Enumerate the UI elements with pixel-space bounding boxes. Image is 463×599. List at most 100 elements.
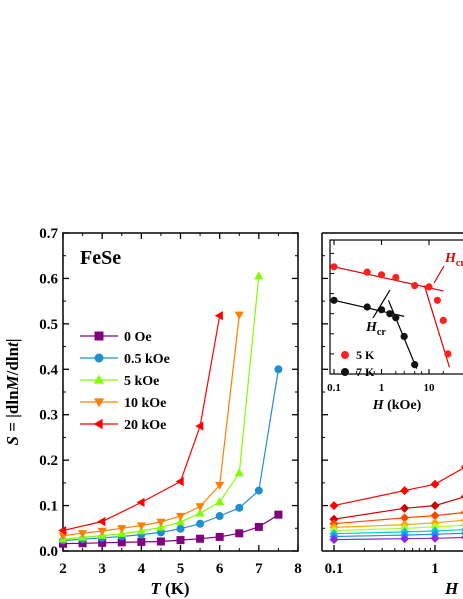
data-point: [460, 464, 463, 470]
data-point: [195, 503, 205, 512]
left-x-tick-label: 8: [294, 561, 302, 577]
data-point: [460, 510, 463, 515]
data-point: [136, 522, 146, 531]
legend-label: 20 kOe: [124, 418, 166, 433]
series-line: [62, 369, 279, 542]
inset-data-point: [400, 332, 408, 341]
data-point: [137, 537, 146, 546]
inset-hcr-red-arrow: [433, 265, 445, 284]
right-x-axis-label: H: [444, 579, 459, 598]
inset-legend: 5 K7 K: [341, 348, 375, 379]
legend-label: 0.5 kOe: [124, 352, 170, 367]
left-x-tick-label: 2: [59, 561, 67, 577]
left-x-tick-label: 5: [177, 561, 185, 577]
legend-label: 10 kOe: [124, 396, 166, 411]
series-line: [333, 524, 463, 532]
sample-label: FeSe: [80, 247, 121, 269]
data-point: [400, 534, 410, 544]
data-point: [430, 533, 440, 543]
inset-hcr-black-arrow: [372, 289, 391, 319]
data-point: [400, 513, 410, 523]
inset-x-tick-label: 0.1: [327, 382, 341, 394]
inset-frame: [329, 239, 463, 375]
legend-marker: [93, 374, 105, 384]
data-point: [329, 514, 339, 524]
left-y-tick-label: 0.2: [39, 453, 58, 469]
inset-data-point: [444, 350, 452, 358]
right-x-tick-label: 1: [431, 561, 439, 577]
legend-marker: [94, 331, 104, 341]
left-y-tick-label: 0.1: [39, 499, 58, 515]
data-point: [460, 535, 463, 540]
series-line: [333, 536, 463, 541]
left-x-tick-label: 4: [138, 561, 146, 577]
series-line: [333, 519, 463, 528]
inset-plot: 0.1 1 10 5 K7 K H (kOe) Hcr Hcr: [327, 239, 463, 413]
left-y-axis-label: S = |dlnM/dlnt|: [3, 338, 22, 445]
data-point: [175, 517, 186, 526]
inset-legend-label: 5 K: [356, 348, 375, 362]
data-point: [215, 512, 224, 521]
data-point: [156, 537, 165, 546]
data-point: [215, 532, 224, 541]
data-point: [254, 271, 264, 280]
inset-data-point: [392, 273, 400, 282]
right-series: [329, 464, 463, 545]
right-x-tick-label: 0.1: [325, 561, 344, 577]
left-plot-frame: [62, 232, 299, 552]
legend-label: 5 kOe: [124, 374, 159, 389]
left-y-tick-label: 0.5: [39, 317, 58, 333]
inset-data-point: [377, 271, 386, 279]
data-point: [460, 523, 463, 528]
left-x-tick-label: 7: [255, 561, 263, 577]
series-line: [62, 314, 240, 537]
data-point: [329, 535, 339, 545]
data-point: [176, 524, 185, 533]
left-y-tick-label: 0.6: [39, 271, 58, 287]
series-line: [333, 467, 463, 507]
data-point: [460, 531, 463, 536]
data-point: [234, 468, 244, 477]
inset-axes: 0.1 1 10: [327, 240, 444, 394]
inset-data-point: [425, 283, 433, 291]
data-point: [196, 534, 205, 543]
data-point: [156, 518, 166, 527]
series-line: [333, 532, 463, 538]
data-point: [254, 486, 263, 495]
legend-marker: [93, 398, 105, 408]
data-point: [460, 494, 463, 499]
left-panel: 2 3 4 5 6 7 8 0.0 0.1 0.2 0.3 0.4 0.5 0.6 0.7 FeSe 0 O…: [3, 226, 302, 598]
inset-data-point: [363, 303, 371, 311]
inset-data-point: [330, 296, 338, 304]
data-point: [430, 501, 440, 511]
data-point: [58, 525, 67, 536]
inset-data-point: [392, 314, 400, 322]
left-y-tick-label: 0.3: [39, 408, 58, 424]
left-y-tick-label: 0.4: [39, 362, 58, 378]
left-axes: 2 3 4 5 6 7 8 0.0 0.1 0.2 0.3 0.4 0.5 0.6 0.7: [39, 226, 302, 577]
data-point: [196, 519, 205, 528]
data-point: [97, 527, 107, 536]
data-point: [400, 503, 410, 513]
data-point: [117, 538, 126, 547]
data-point: [430, 479, 440, 489]
inset-legend-label: 7 K: [356, 365, 375, 379]
right-panel: 0.1 1 H 0.1 1 10 5 K7 K H (kOe) Hcr Hcr: [321, 232, 463, 598]
legend-marker: [94, 353, 104, 363]
inset-x-axis-label: H (kOe): [372, 398, 422, 413]
data-point: [97, 516, 106, 527]
inset-data-point: [439, 316, 447, 324]
data-point: [215, 481, 225, 490]
data-point: [460, 518, 463, 523]
series-line: [333, 512, 463, 525]
data-point: [78, 539, 87, 548]
left-y-tick-label: 0.0: [39, 544, 58, 560]
legend-label: 0 Oe: [124, 330, 152, 345]
left-x-tick-label: 3: [98, 561, 106, 577]
inset-data-point: [433, 296, 441, 304]
right-axes: 0.1 1: [322, 255, 439, 577]
data-point: [214, 311, 223, 321]
data-point: [235, 529, 244, 538]
data-point: [274, 365, 283, 374]
